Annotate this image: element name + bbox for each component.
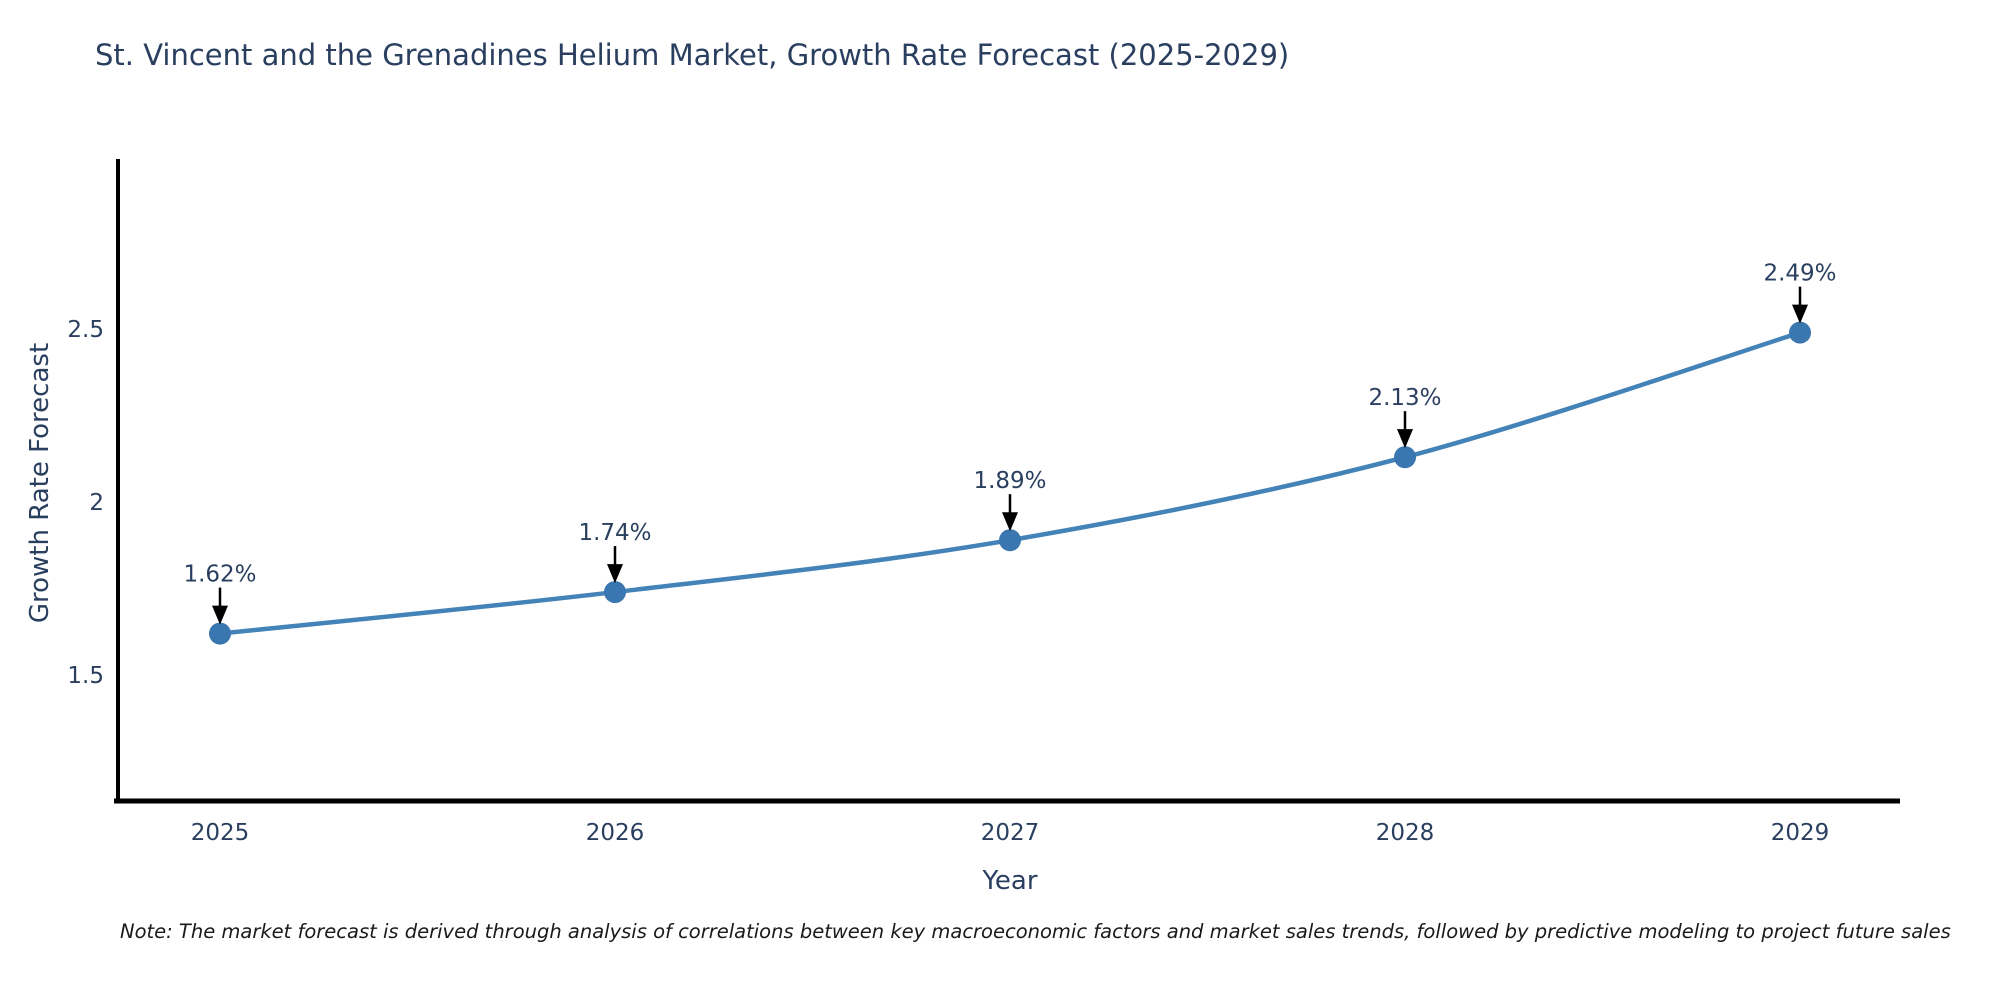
annotation-arrowhead bbox=[1792, 304, 1808, 324]
chart-title: St. Vincent and the Grenadines Helium Ma… bbox=[95, 38, 1290, 72]
data-point bbox=[999, 529, 1021, 552]
x-tick-label: 2027 bbox=[981, 820, 1040, 846]
x-tick-label: 2025 bbox=[191, 820, 250, 846]
footnote: Note: The market forecast is derived thr… bbox=[120, 920, 1951, 943]
y-axis-title: Growth Rate Forecast bbox=[25, 342, 55, 624]
annotation-arrowhead bbox=[1002, 512, 1018, 532]
data-point bbox=[604, 581, 626, 604]
x-tick-label: 2028 bbox=[1376, 820, 1435, 846]
data-point-label: 1.62% bbox=[183, 562, 256, 588]
data-point bbox=[1789, 321, 1811, 344]
x-tick-label: 2026 bbox=[586, 820, 645, 846]
data-point-label: 1.89% bbox=[973, 468, 1046, 494]
annotation-arrowhead bbox=[1397, 429, 1413, 449]
annotation-arrowhead bbox=[607, 564, 623, 584]
data-point-label: 1.74% bbox=[578, 520, 651, 546]
y-tick-label: 2 bbox=[89, 490, 104, 516]
x-tick-label: 2029 bbox=[1771, 820, 1830, 846]
data-point bbox=[1394, 446, 1416, 469]
annotation-arrowhead bbox=[212, 605, 228, 625]
data-point bbox=[209, 622, 231, 645]
data-point-label: 2.13% bbox=[1368, 385, 1441, 411]
x-axis-title: Year bbox=[982, 866, 1038, 896]
y-tick-label: 1.5 bbox=[67, 663, 104, 689]
y-tick-label: 2.5 bbox=[67, 317, 104, 343]
data-point-label: 2.49% bbox=[1763, 261, 1836, 287]
